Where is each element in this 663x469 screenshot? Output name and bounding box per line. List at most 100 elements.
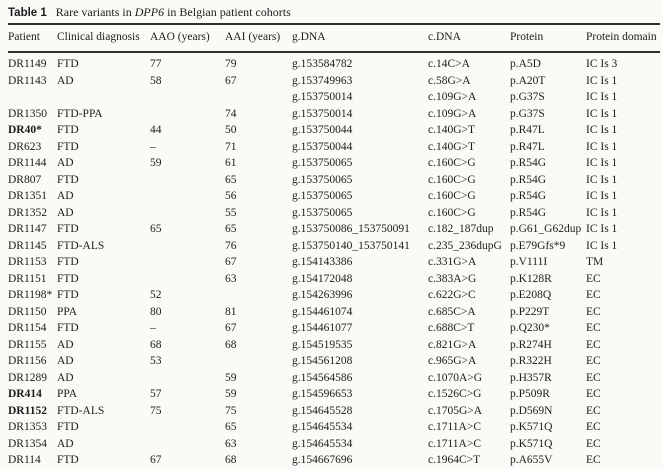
cdna-cell: c.160C>G: [428, 173, 476, 186]
patient-cell: DR1143: [8, 74, 47, 87]
diagnosis-cell: FTD: [57, 421, 79, 433]
diagnosis-cell: FTD: [57, 223, 79, 235]
aao-cell: –: [150, 322, 156, 334]
gdna-cell: g.154667696: [292, 454, 353, 466]
patient-cell: DR1151: [8, 272, 47, 285]
column-header-aai: AAI (years): [225, 24, 292, 53]
domain-cell: IC Is 1: [586, 190, 618, 202]
patient-cell: DR1150: [8, 305, 47, 318]
aao-cell: [150, 188, 225, 205]
domain-cell: EC: [586, 404, 601, 417]
column-header-patient: Patient: [8, 24, 57, 53]
aao-cell: [150, 419, 225, 436]
cdna-cell: c.109G>A: [428, 107, 477, 120]
diagnosis-cell: AD: [57, 74, 74, 87]
patient-cell: DR1354: [8, 437, 47, 450]
domain-cell: IC Is 1: [586, 206, 618, 219]
aao-cell: 77: [150, 58, 162, 70]
patient-cell: DR1153: [8, 256, 47, 268]
domain-cell: IC Is 1: [586, 107, 618, 120]
patient-cell: DR1289: [8, 371, 47, 384]
protein-cell: p.G37S: [510, 91, 545, 103]
gdna-cell: g.153750065: [292, 206, 353, 219]
patient-cell: DR40*: [8, 124, 42, 136]
cdna-cell: c.688C>T: [428, 322, 475, 334]
diagnosis-cell: AD: [57, 190, 74, 202]
aai-cell: 56: [225, 190, 237, 202]
patient-cell: DR1149: [8, 58, 47, 70]
gdna-cell: g.153750065: [292, 157, 353, 169]
aao-cell: [150, 370, 225, 387]
gdna-cell: g.153750044: [292, 140, 353, 153]
aai-cell: [225, 287, 292, 304]
protein-cell: p.A20T: [510, 74, 546, 87]
cdna-cell: c.1526C>G: [428, 388, 482, 400]
domain-cell: IC Is 1: [586, 124, 618, 136]
aai-cell: 68: [225, 454, 237, 466]
aai-cell: [225, 89, 292, 106]
protein-cell: p.K128R: [510, 272, 552, 285]
table-row: DR114 FTD 67 68 g.154667696 c.1964C>T p.A655V E…: [8, 452, 660, 469]
table-caption: Table 1 Rare variants in DPP6 in Belgian …: [8, 4, 660, 20]
diagnosis-cell: FTD: [57, 454, 79, 466]
cdna-cell: c.685C>A: [428, 305, 476, 318]
column-header-cdna: c.DNA: [428, 24, 510, 53]
caption-text-after: in Belgian patient cohorts: [164, 5, 291, 19]
column-header-protein: Protein: [510, 24, 586, 53]
cdna-cell: c.182_187dup: [428, 223, 494, 235]
diagnosis-cell: AD: [57, 371, 74, 384]
protein-cell: p.R274H: [510, 338, 552, 351]
protein-cell: p.A655V: [510, 454, 553, 466]
protein-cell: p.R47L: [510, 124, 545, 136]
domain-cell: TM: [586, 256, 604, 268]
domain-cell: IC Is 1: [586, 223, 618, 235]
table-row: DR1151 FTD 63 g.154172048 c.383A>G p.K128R EC: [8, 271, 660, 288]
patient-cell: DR1145: [8, 239, 47, 252]
gdna-cell: g.153750140_153750141: [292, 239, 410, 252]
protein-cell: p.H357R: [510, 371, 552, 384]
aao-cell: [150, 89, 225, 106]
patient-cell: DR1353: [8, 421, 47, 433]
cdna-cell: c.109G>A: [428, 91, 477, 103]
aao-cell: 65: [150, 223, 162, 235]
aai-cell: [225, 353, 292, 370]
aai-cell: 55: [225, 206, 237, 219]
protein-cell: p.R322H: [510, 355, 552, 367]
cdna-cell: c.140G>T: [428, 140, 476, 153]
patient-cell: DR1147: [8, 223, 47, 235]
gdna-cell: g.153750086_153750091: [292, 223, 410, 235]
aai-cell: 65: [225, 173, 237, 186]
aai-cell: 59: [225, 388, 237, 400]
table-row: DR1155 AD 68 68 g.154519535 c.821G>A p.R274H EC: [8, 337, 660, 354]
gdna-cell: g.153750014: [292, 91, 353, 103]
table-header: Patient Clinical diagnosis AAO (years) A…: [8, 24, 660, 53]
table-row: DR623 FTD – 71 g.153750044 c.140G>T p.R47L IC I…: [8, 139, 660, 156]
aao-cell: 57: [150, 388, 162, 400]
protein-cell: p.E208Q: [510, 289, 552, 301]
gdna-cell: g.153750065: [292, 173, 353, 186]
column-header-gdna: g.DNA: [292, 24, 428, 53]
aao-cell: 53: [150, 355, 162, 367]
aao-cell: [150, 106, 225, 123]
aao-cell: [150, 172, 225, 189]
table-row: DR1154 FTD – 67 g.154461077 c.688C>T p.Q230* EC: [8, 320, 660, 337]
gdna-cell: g.154596653: [292, 388, 353, 400]
diagnosis-cell: [57, 89, 150, 106]
cdna-cell: c.14C>A: [428, 58, 470, 70]
domain-cell: IC Is 1: [586, 74, 618, 87]
patient-cell: DR1156: [8, 355, 47, 367]
protein-cell: p.R47L: [510, 140, 545, 153]
cdna-cell: c.331G>A: [428, 256, 477, 268]
aai-cell: 63: [225, 272, 237, 285]
cdna-cell: c.160C>G: [428, 157, 476, 169]
patient-cell: DR1350: [8, 107, 47, 120]
gdna-cell: g.153750014: [292, 107, 353, 120]
diagnosis-cell: FTD: [57, 289, 79, 301]
patient-cell: DR1154: [8, 322, 47, 334]
protein-cell: p.G37S: [510, 107, 545, 120]
cdna-cell: c.140G>T: [428, 124, 476, 136]
domain-cell: IC Is 1: [586, 91, 618, 103]
diagnosis-cell: FTD: [57, 272, 79, 285]
domain-cell: EC: [586, 272, 601, 285]
